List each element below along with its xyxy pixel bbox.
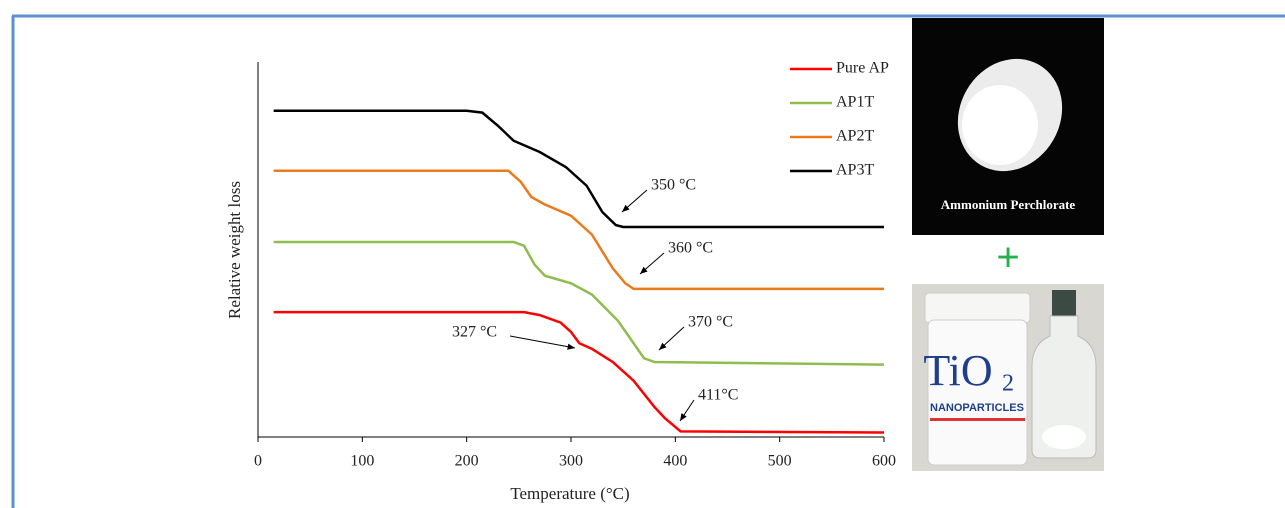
x-tick-label: 100 [350, 453, 374, 470]
annotation: 370 °C [688, 314, 733, 331]
annotation: 350 °C [651, 177, 696, 194]
annotation-arrow [509, 335, 576, 349]
bottle-text: TiO [923, 346, 992, 395]
x-tick-label: 0 [254, 453, 262, 470]
bottle-sub: 2 [1002, 371, 1014, 397]
legend-label: AP2T [836, 128, 874, 145]
series-line [273, 240, 885, 366]
series-line [273, 169, 884, 291]
annotation: 411°C [698, 387, 738, 404]
annotation-arrowhead [640, 266, 648, 274]
photo-tio2: TiO 2 NANOPARTICLES [912, 284, 1104, 471]
series-line [273, 310, 885, 434]
x-tick-label: 500 [768, 453, 792, 470]
x-tick-label: 600 [872, 453, 896, 470]
x-tick-label: 200 [455, 453, 479, 470]
legend-label: Pure AP [836, 60, 889, 77]
y-axis-label: Relative weight loss [225, 181, 244, 319]
annotation-arrowhead [622, 204, 630, 212]
annotation-arrowhead [680, 413, 687, 421]
annotation: 327 °C [452, 324, 497, 341]
plus-sign: + [996, 236, 1019, 280]
bottle-label: NANOPARTICLES [930, 402, 1024, 414]
photo-label: Ammonium Perchlorate [941, 197, 1076, 212]
annotation-arrowhead [567, 343, 575, 350]
x-tick-label: 300 [559, 453, 583, 470]
x-axis-label: Temperature (°C) [510, 484, 629, 503]
annotation-arrowhead [659, 342, 667, 350]
x-tick-label: 400 [663, 453, 687, 470]
legend-label: AP3T [836, 162, 874, 179]
annotation: 360 °C [668, 240, 713, 257]
photo-ammonium-perchlorate: Ammonium Perchlorate [912, 18, 1104, 235]
legend-label: AP1T [836, 94, 874, 111]
series-line [273, 109, 884, 229]
